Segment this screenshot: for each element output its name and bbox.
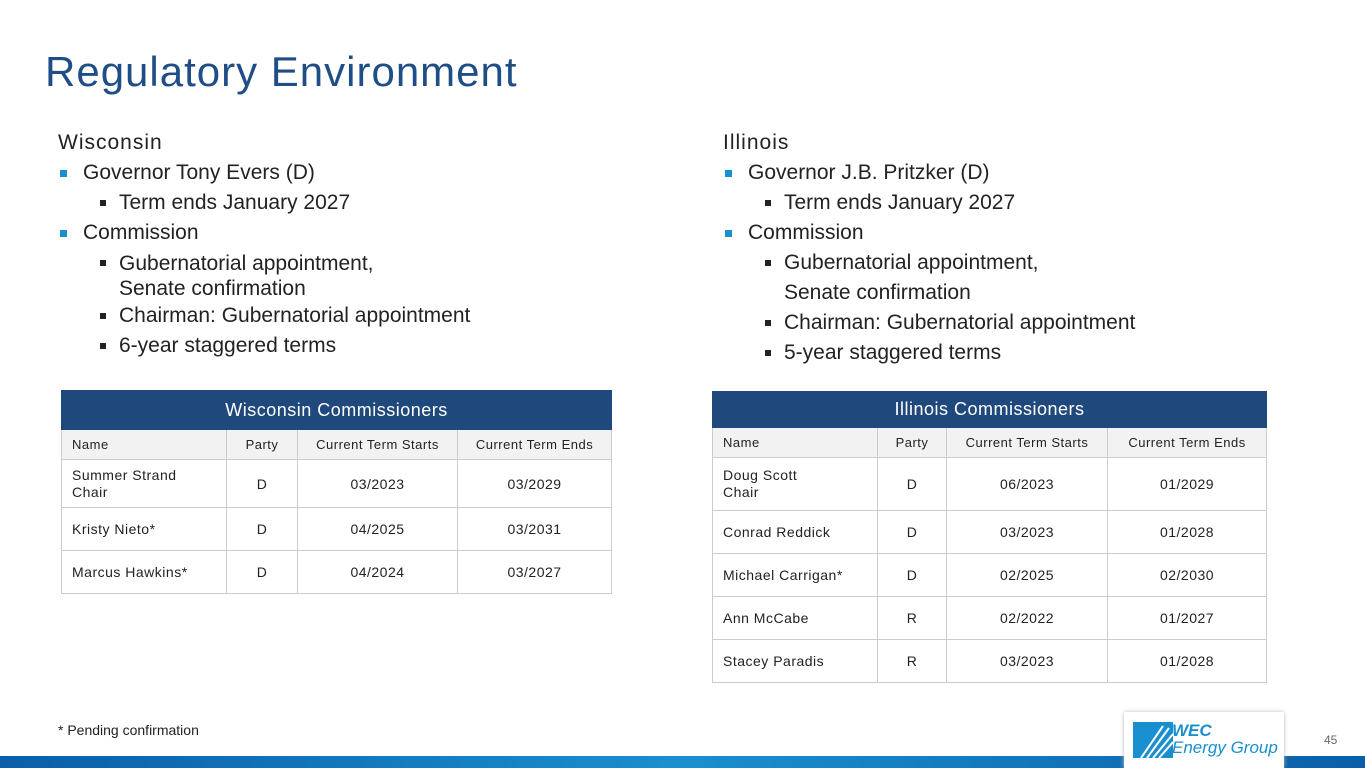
table-row: Doug Scott Chair D 06/2023 01/2029 — [712, 457, 1268, 511]
footer-bar — [0, 756, 1365, 768]
table-row: Michael Carrigan* D 02/2025 02/2030 — [712, 553, 1268, 597]
table-row: Kristy Nieto* D 04/2025 03/2031 — [61, 507, 613, 551]
logo-text: WEC Energy Group — [1172, 721, 1278, 757]
term-end-cell: 01/2029 — [1106, 457, 1268, 511]
page-number: 45 — [1324, 733, 1338, 747]
name-cell: Ann McCabe — [712, 596, 878, 640]
name-cell: Michael Carrigan* — [712, 553, 878, 597]
term-start-cell: 03/2023 — [297, 459, 458, 508]
table-row: Stacey Paradis R 03/2023 01/2028 — [712, 639, 1268, 683]
wisconsin-summary: Wisconsin Governor Tony Evers (D) Term e… — [58, 128, 470, 361]
term-start-cell: 02/2025 — [946, 553, 1108, 597]
term-start-cell: 06/2023 — [946, 457, 1108, 511]
state-heading: Wisconsin — [58, 131, 163, 154]
party-cell: R — [877, 596, 947, 640]
wisconsin-commissioners-table: Wisconsin Commissioners Name Party Current… — [60, 390, 613, 594]
bullet: Chairman: Gubernatorial appointment — [723, 308, 1135, 338]
term-end-cell: 03/2027 — [456, 550, 613, 594]
bullet: Commission — [58, 218, 470, 248]
term-end-cell: 01/2028 — [1106, 510, 1268, 554]
column-header: Name — [712, 427, 878, 458]
name-cell: Summer Strand Chair — [61, 459, 227, 508]
party-cell: R — [877, 639, 947, 683]
bullet: Term ends January 2027 — [723, 188, 1135, 218]
column-header: Party — [877, 427, 947, 458]
bullet: Term ends January 2027 — [58, 188, 470, 218]
column-header: Current Term Starts — [297, 429, 458, 460]
party-cell: D — [877, 510, 947, 554]
name-cell: Marcus Hawkins* — [61, 550, 227, 594]
bullet: Governor Tony Evers (D) — [58, 158, 470, 188]
bullet: Gubernatorial appointment, Senate confirm… — [58, 248, 470, 301]
name-cell: Stacey Paradis — [712, 639, 878, 683]
column-header: Party — [226, 429, 298, 460]
term-start-cell: 03/2023 — [946, 639, 1108, 683]
term-end-cell: 01/2027 — [1106, 596, 1268, 640]
table-row: Marcus Hawkins* D 04/2024 03/2027 — [61, 550, 613, 594]
table-title: Wisconsin Commissioners — [60, 390, 613, 430]
term-end-cell: 03/2029 — [456, 459, 613, 508]
bullet: Governor J.B. Pritzker (D) — [723, 158, 1135, 188]
column-header: Current Term Starts — [946, 427, 1108, 458]
footnote: * Pending confirmation — [58, 722, 199, 738]
term-end-cell: 02/2030 — [1106, 553, 1268, 597]
name-cell: Doug Scott Chair — [712, 457, 878, 511]
term-end-cell: 01/2028 — [1106, 639, 1268, 683]
party-cell: D — [226, 459, 298, 508]
table-row: Ann McCabe R 02/2022 01/2027 — [712, 596, 1268, 640]
term-start-cell: 04/2025 — [297, 507, 458, 551]
wec-logo-mark-icon — [1133, 722, 1173, 758]
bullet: 6-year staggered terms — [58, 331, 470, 361]
column-header: Current Term Ends — [1106, 427, 1268, 458]
bullet: Commission — [723, 218, 1135, 248]
bullet: 5-year staggered terms — [723, 338, 1135, 368]
table-row: Summer Strand Chair D 03/2023 03/2029 — [61, 459, 613, 508]
bullet: Chairman: Gubernatorial appointment — [58, 301, 470, 331]
name-cell: Kristy Nieto* — [61, 507, 227, 551]
column-header: Name — [61, 429, 227, 460]
party-cell: D — [877, 457, 947, 511]
illinois-summary: Illinois Governor J.B. Pritzker (D) Term… — [723, 128, 1135, 368]
table-title: Illinois Commissioners — [711, 391, 1268, 428]
term-end-cell: 03/2031 — [456, 507, 613, 551]
table-row: Conrad Reddick D 03/2023 01/2028 — [712, 510, 1268, 554]
party-cell: D — [226, 550, 298, 594]
column-header: Current Term Ends — [456, 429, 613, 460]
bullet: Gubernatorial appointment, Senate confirm… — [723, 248, 1135, 308]
term-start-cell: 02/2022 — [946, 596, 1108, 640]
page-title: Regulatory Environment — [45, 48, 518, 95]
state-heading: Illinois — [723, 131, 790, 154]
party-cell: D — [226, 507, 298, 551]
term-start-cell: 03/2023 — [946, 510, 1108, 554]
term-start-cell: 04/2024 — [297, 550, 458, 594]
wec-logo: WEC Energy Group — [1124, 712, 1284, 768]
illinois-commissioners-table: Illinois Commissioners Name Party Current … — [711, 391, 1268, 683]
name-cell: Conrad Reddick — [712, 510, 878, 554]
party-cell: D — [877, 553, 947, 597]
